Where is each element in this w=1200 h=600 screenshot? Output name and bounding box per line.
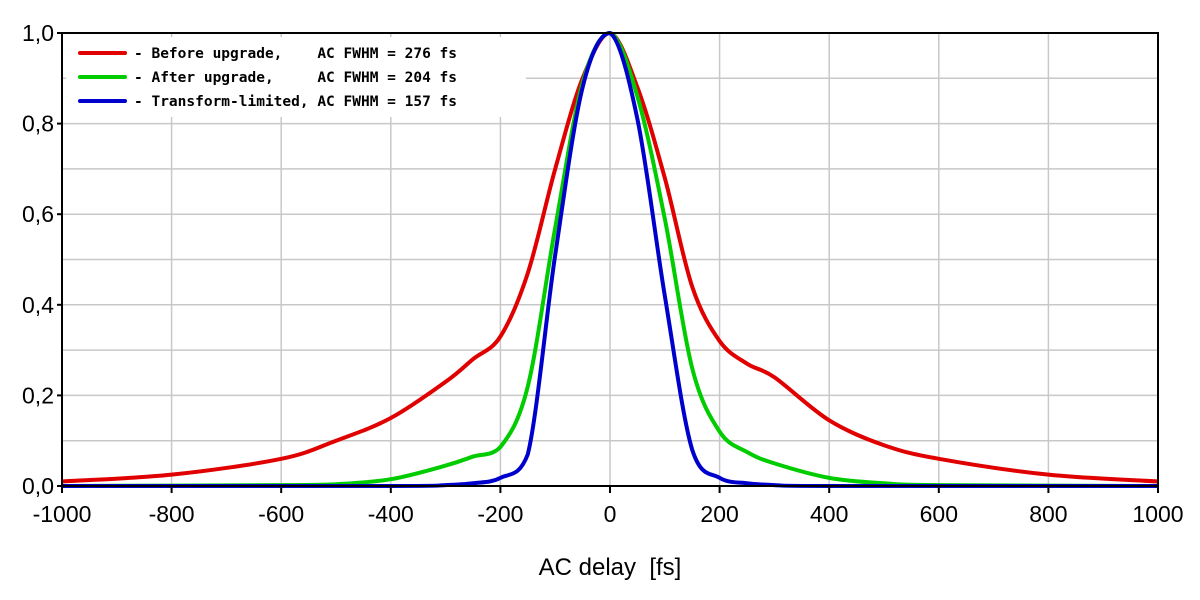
x-tick-label: 400 <box>810 501 848 527</box>
y-axis: 0,0 0,2 0,4 0,6 0,8 1,0 <box>22 20 62 499</box>
legend-entry: - Before upgrade, AC FWHM = 276 fs <box>134 46 457 62</box>
legend-entry: - After upgrade, AC FWHM = 204 fs <box>134 70 457 86</box>
legend: - Before upgrade, AC FWHM = 276 fs - Afte… <box>66 37 526 117</box>
x-tick-label: 0 <box>604 501 617 527</box>
x-axis: -1000 -800 -600 -400 -200 0 200 400 600 800 1000 <box>33 486 1184 527</box>
y-tick-label: 0,8 <box>22 111 54 137</box>
x-tick-label: -600 <box>258 501 304 527</box>
y-tick-label: 0,4 <box>22 292 54 318</box>
x-axis-label: AC delay [fs] <box>539 554 682 581</box>
x-tick-label: 200 <box>700 501 738 527</box>
legend-entry: - Transform-limited, AC FWHM = 157 fs <box>134 94 457 110</box>
y-tick-label: 0,2 <box>22 382 54 408</box>
y-tick-label: 0,6 <box>22 201 54 227</box>
x-tick-label: -1000 <box>33 501 92 527</box>
legend-background <box>66 37 526 117</box>
x-tick-label: -800 <box>149 501 195 527</box>
x-tick-label: 600 <box>920 501 958 527</box>
x-tick-label: 800 <box>1029 501 1067 527</box>
x-tick-label: 1000 <box>1132 501 1183 527</box>
y-tick-label: 0,0 <box>22 473 54 499</box>
x-tick-label: -400 <box>368 501 414 527</box>
x-tick-label: -200 <box>477 501 523 527</box>
y-tick-label: 1,0 <box>22 20 54 46</box>
